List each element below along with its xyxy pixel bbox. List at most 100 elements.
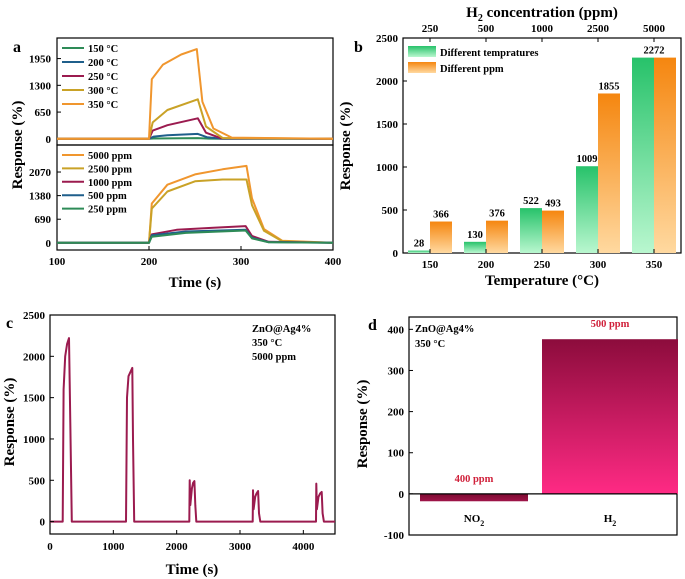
panel-label-b: b (354, 39, 363, 56)
panel-b-data-label: 522 (523, 196, 539, 207)
panel-c-xtick-label: 0 (47, 541, 53, 553)
panel-c-annotation-material: ZnO@Ag4% (252, 324, 311, 335)
panel-d-ytick-label: 300 (388, 365, 405, 377)
panel-c-ytick-label: 500 (29, 475, 46, 487)
panel-d: 400 ppm 500 ppm NO2 H2 -100 0 100 200 300 400 Zn… (355, 316, 678, 542)
panel-a-bottom-frame (56, 144, 334, 251)
panel-c-ytick-label: 1500 (23, 393, 46, 405)
panel-a-top-ytick-label: 650 (35, 107, 52, 119)
panel-d-ytick-label: 100 (388, 448, 405, 460)
panel-a-legend-label: 250 °C (88, 72, 118, 83)
panel-b-legend-label: Different tempratures (440, 48, 538, 59)
panel-c-ytick-label: 0 (40, 517, 46, 529)
panel-d-bar-h2 (542, 339, 678, 494)
panel-b-bar-different-tempratures-350 (632, 57, 654, 253)
panel-label-c: c (6, 315, 13, 332)
panel-d-bar-no2 (420, 493, 528, 502)
panel-b-data-label: 28 (414, 239, 425, 250)
panel-b-xtick-label: 150 (422, 259, 439, 271)
panel-b-data-label: 1855 (599, 81, 620, 92)
panel-a-legend-label: 350 °C (88, 100, 118, 111)
panel-b-top-axis-label: H2 concentration (ppm) (466, 5, 618, 24)
panel-b-bar-different-tempratures-250 (520, 208, 542, 253)
panel-a-bottom-series-2500-ppm (57, 178, 334, 244)
panel-a-xtick-label: 200 (141, 256, 158, 268)
panel-b-data-label: 493 (545, 199, 561, 210)
panel-b-xtick-label: 350 (646, 259, 663, 271)
panel-b-data-label: 2272 (644, 46, 665, 57)
panel-b-bar-different-tempratures-300 (576, 166, 598, 253)
panel-a-top-series-250-c (57, 117, 334, 140)
panel-b-bar-different-ppm-350 (654, 57, 676, 253)
panel-b-data-label: 1009 (577, 154, 598, 165)
panel-b-ytick-label: 0 (393, 248, 399, 260)
panel-d-ytick-label: -100 (384, 530, 405, 542)
panel-b-top-xtick-label: 500 (478, 23, 495, 35)
panel-c-ytick-label: 2000 (23, 351, 46, 363)
panel-b-legend-swatch (408, 62, 436, 73)
panel-a-top-ytick-label: 0 (46, 134, 52, 146)
panel-b-xtick-label: 300 (590, 259, 607, 271)
panel-a-legend-label: 300 °C (88, 86, 118, 97)
panel-a-xtick-label: 400 (325, 256, 342, 268)
panel-a-bottom-ytick-label: 1380 (29, 191, 52, 203)
panel-a-legend-label: 5000 ppm (88, 151, 132, 162)
panel-b-top-xtick-label: 250 (422, 23, 439, 35)
panel-a-legend-label: 200 °C (88, 58, 118, 69)
panel-a-legend-label: 1000 ppm (88, 178, 132, 189)
panel-a-legend-label: 250 ppm (88, 205, 127, 216)
panel-label-d: d (368, 317, 377, 334)
panel-a-legend-label: 2500 ppm (88, 164, 132, 175)
panel-b: 28 366 130 376 522 493 1009 1855 2272 150 250 200 5… (338, 5, 682, 289)
panel-a-top-series-350-c (57, 48, 334, 140)
panel-b-y-axis-label: Response (%) (338, 102, 354, 191)
panel-b-x-axis-label: Temperature (°C) (485, 273, 599, 289)
panel-b-ytick-label: 2000 (376, 76, 399, 88)
panel-c-annotation-temperature: 350 °C (252, 338, 282, 349)
panel-b-xtick-label: 200 (478, 259, 495, 271)
panel-a-bottom-ytick-label: 690 (35, 214, 52, 226)
panel-b-legend-swatch (408, 46, 436, 57)
panel-b-top-xtick-label: 2500 (587, 23, 610, 35)
panel-b-data-label: 366 (433, 210, 449, 221)
panel-a: 0 650 1300 1950 0 690 1380 2070 100 200 300 400 1… (10, 37, 342, 291)
panel-d-ytick-label: 0 (399, 489, 405, 501)
panel-b-bar-different-ppm-300 (598, 93, 620, 253)
panel-c-series-zno-ag4 (50, 337, 335, 523)
panel-a-x-axis-label: Time (s) (169, 275, 222, 291)
panel-a-top-ytick-label: 1950 (29, 54, 52, 66)
panel-b-top-xtick-label: 1000 (531, 23, 554, 35)
panel-c-xtick-label: 3000 (229, 541, 252, 553)
panel-a-y-axis-label: Response (%) (10, 101, 26, 190)
panel-c-annotation-concentration: 5000 ppm (252, 352, 296, 363)
panel-b-bar-different-ppm-200 (486, 220, 508, 253)
panel-c-xtick-label: 2000 (166, 541, 189, 553)
panel-a-legend-label: 500 ppm (88, 191, 127, 202)
panel-c-y-axis-label: Response (%) (2, 378, 18, 467)
panel-c: 0 1000 2000 3000 4000 0 500 1000 1500 2000 2500 Zn… (2, 310, 336, 578)
panel-a-xtick-label: 300 (233, 256, 250, 268)
panel-d-category-label: H2 (604, 513, 617, 528)
panel-b-bar-different-tempratures-150 (408, 250, 430, 253)
panel-d-ytick-label: 400 (388, 324, 405, 336)
panel-c-xtick-label: 1000 (102, 541, 125, 553)
panel-d-annotation-temperature: 350 °C (415, 339, 445, 350)
panel-c-ytick-label: 1000 (23, 434, 46, 446)
panel-c-xtick-label: 4000 (292, 541, 315, 553)
panel-a-bottom-ytick-label: 0 (46, 238, 52, 250)
panel-b-data-label: 376 (489, 209, 505, 220)
panel-b-bar-different-ppm-250 (542, 210, 564, 253)
panel-d-y-axis-label: Response (%) (355, 380, 371, 469)
panel-d-category-label: NO2 (464, 513, 485, 528)
panel-b-ytick-label: 2500 (376, 33, 399, 45)
panel-d-bar-label: 500 ppm (591, 319, 630, 330)
panel-b-top-xtick-label: 5000 (643, 23, 666, 35)
panel-b-data-label: 130 (467, 230, 483, 241)
panel-c-ytick-label: 2500 (23, 310, 46, 322)
panel-b-legend-label: Different ppm (440, 64, 504, 75)
panel-b-bar-different-tempratures-200 (464, 241, 486, 253)
panel-label-a: a (13, 39, 21, 56)
panel-a-bottom-ytick-label: 2070 (29, 167, 52, 179)
panel-b-ytick-label: 1000 (376, 162, 399, 174)
panel-d-bar-label: 400 ppm (455, 474, 494, 485)
